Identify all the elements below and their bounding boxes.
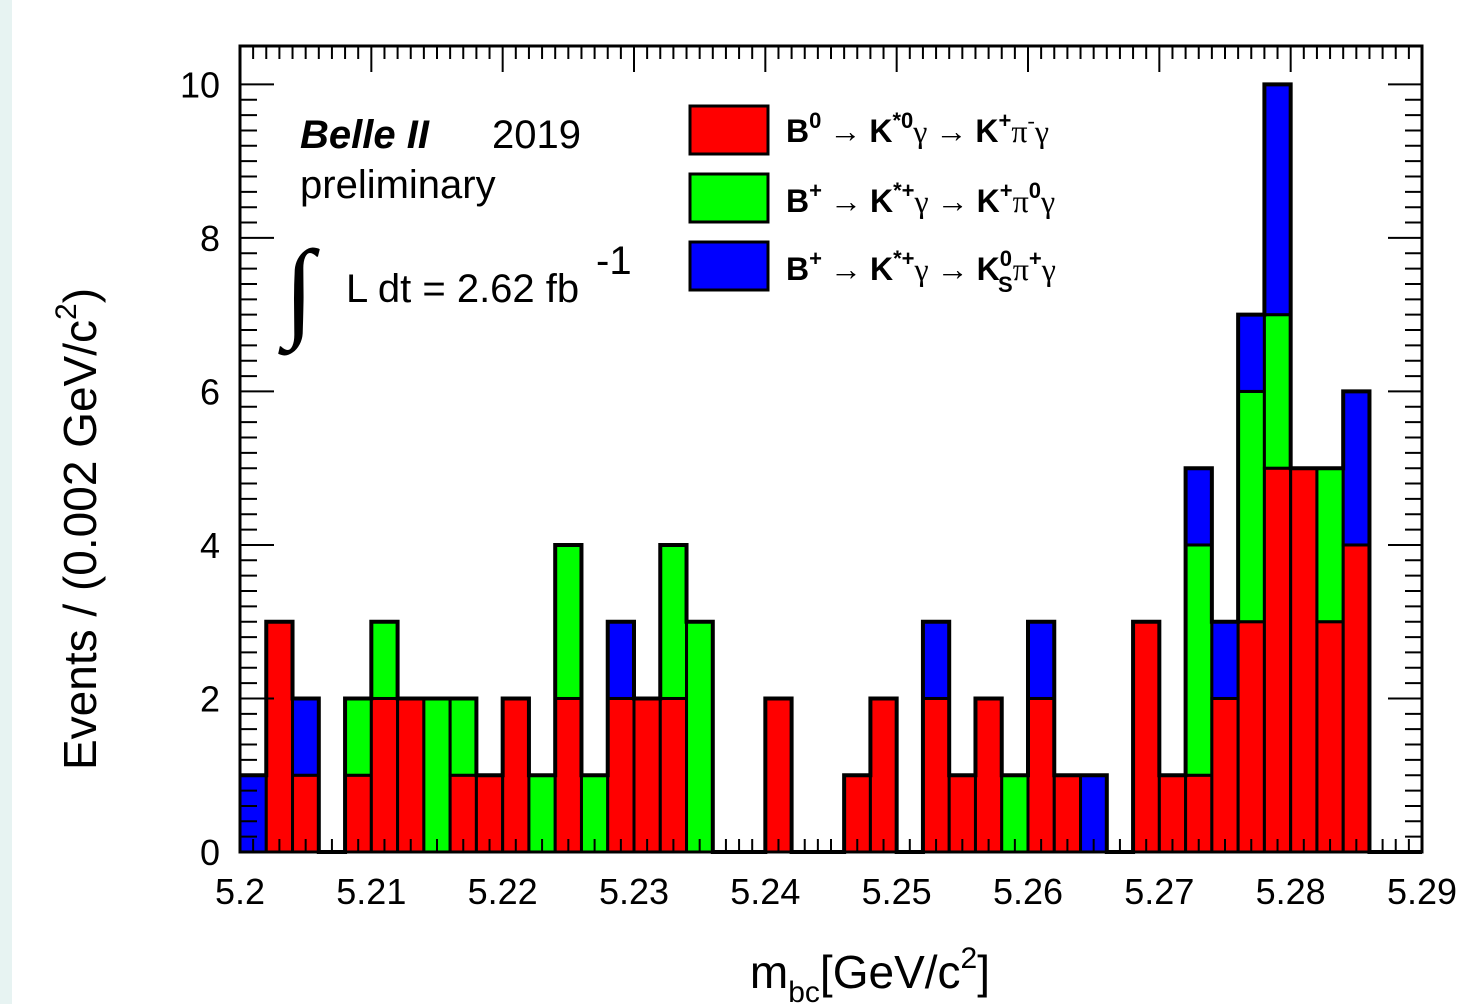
y-tick-label: 8 <box>200 218 220 259</box>
legend-entry-kp: B+ → K*+γ → K+π0γ <box>786 178 1055 219</box>
bar-k0-bin-39 <box>1262 466 1293 854</box>
bar-k0-bin-30 <box>1026 696 1056 854</box>
bar-ks-bin-26 <box>921 620 951 700</box>
bar-k0-bin-37 <box>1210 696 1240 854</box>
legend-swatch-k0 <box>688 104 770 156</box>
bar-kp-bin-7 <box>422 696 452 854</box>
x-tick-label: 5.2 <box>215 871 265 912</box>
bar-kp-bin-41 <box>1315 466 1345 624</box>
bar-ks-bin-30 <box>1026 620 1056 700</box>
x-tick-label: 5.27 <box>1124 871 1194 912</box>
x-tick-label: 5.29 <box>1387 871 1457 912</box>
year-label: 2019 <box>492 113 581 157</box>
bar-ks-bin-14 <box>606 620 636 700</box>
legend-entry-k0: B0 → K*0γ → K+π-γ <box>786 108 1049 149</box>
bar-kp-bin-17 <box>685 620 715 854</box>
bar-k0-bin-41 <box>1315 620 1345 854</box>
x-tick-label: 5.21 <box>336 871 406 912</box>
bar-k0-bin-34 <box>1131 620 1161 854</box>
bar-ks-bin-38 <box>1236 313 1266 393</box>
bar-k0-bin-28 <box>973 696 1004 854</box>
x-tick-label: 5.24 <box>730 871 800 912</box>
bar-kp-bin-12 <box>553 543 583 700</box>
bar-k0-bin-5 <box>369 696 400 854</box>
bar-k0-bin-42 <box>1341 543 1371 854</box>
axis-tick-labels: 5.2 5.21 5.22 5.23 5.24 5.25 5.26 5.27 5.28 5.29 0… <box>180 64 1457 912</box>
bar-k0-bin-38 <box>1236 620 1266 854</box>
bar-k0-bin-1 <box>264 620 295 854</box>
luminosity-exponent: -1 <box>596 239 632 283</box>
bar-kp-bin-39 <box>1262 313 1293 470</box>
y-tick-label: 2 <box>200 678 220 719</box>
bar-k0-bin-20 <box>763 696 794 854</box>
y-axis-title: Events / (0.002 GeV/c2) <box>50 288 106 770</box>
bar-ks-bin-36 <box>1184 466 1214 547</box>
experiment-label: Belle II <box>300 113 430 157</box>
bar-k0-bin-24 <box>868 696 899 854</box>
x-tick-label: 5.25 <box>862 871 932 912</box>
bar-kp-bin-38 <box>1236 389 1266 624</box>
bar-kp-bin-8 <box>448 696 478 777</box>
bar-kp-bin-16 <box>658 543 689 700</box>
x-tick-label: 5.23 <box>599 871 669 912</box>
bar-ks-bin-42 <box>1341 389 1371 547</box>
bar-ks-bin-39 <box>1262 82 1293 317</box>
x-tick-label: 5.22 <box>468 871 538 912</box>
y-tick-label: 0 <box>200 832 220 873</box>
bar-ks-bin-37 <box>1210 620 1240 700</box>
bar-kp-bin-5 <box>369 620 400 700</box>
legend-swatch-kp <box>688 172 770 224</box>
bar-ks-bin-2 <box>291 696 321 777</box>
x-tick-label: 5.28 <box>1256 871 1326 912</box>
x-tick-label: 5.26 <box>993 871 1063 912</box>
y-tick-label: 4 <box>200 525 220 566</box>
luminosity-label: L dt = 2.62 fb <box>346 267 579 311</box>
bar-k0-bin-26 <box>921 696 951 854</box>
bar-kp-bin-36 <box>1184 543 1214 777</box>
legend-entry-ks: B+ → K*+γ → K0 Sπ+γ <box>786 246 1056 297</box>
bar-k0-bin-15 <box>632 696 662 854</box>
bar-k0-bin-40 <box>1289 466 1319 854</box>
integral-icon: ∫ <box>278 228 320 356</box>
axis-ticks <box>239 46 1423 853</box>
x-axis-title: mbc[GeV/c2] <box>750 942 990 1004</box>
left-edge-strip <box>0 0 12 1004</box>
y-tick-label: 10 <box>180 64 220 105</box>
preliminary-label: preliminary <box>300 163 496 207</box>
bar-k0-bin-14 <box>606 696 636 854</box>
bar-k0-bin-10 <box>501 696 531 854</box>
bar-kp-bin-4 <box>343 696 373 777</box>
y-tick-label: 6 <box>200 371 220 412</box>
bar-k0-bin-12 <box>553 696 583 854</box>
bar-k0-bin-6 <box>396 696 426 854</box>
legend-swatch-ks <box>688 240 770 292</box>
legend: B0 → K*0γ → K+π-γ B+ → K*+γ → K+π0γ B+ →… <box>688 104 1056 297</box>
bar-k0-bin-16 <box>658 696 689 854</box>
